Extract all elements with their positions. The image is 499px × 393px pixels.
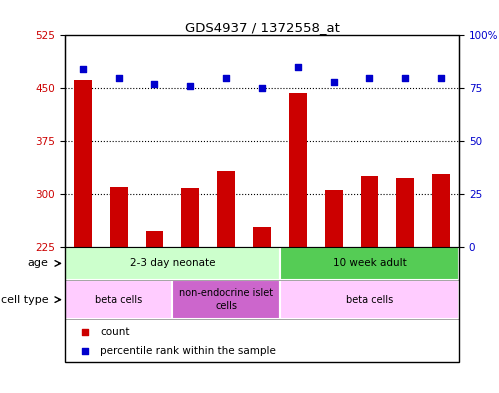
- Bar: [181, 188, 199, 247]
- Bar: [361, 176, 378, 247]
- Text: 2-3 day neonate: 2-3 day neonate: [130, 259, 215, 268]
- Bar: [146, 231, 164, 247]
- Text: percentile rank within the sample: percentile rank within the sample: [100, 346, 276, 356]
- Title: GDS4937 / 1372558_at: GDS4937 / 1372558_at: [185, 21, 339, 34]
- Point: [115, 75, 123, 81]
- Point: [79, 66, 87, 72]
- Bar: [110, 187, 128, 247]
- Point: [222, 75, 230, 81]
- Text: beta cells: beta cells: [95, 295, 142, 305]
- Point: [294, 64, 302, 70]
- Point: [258, 85, 266, 91]
- Point: [186, 83, 194, 89]
- Text: cell type: cell type: [1, 295, 49, 305]
- Bar: [253, 227, 271, 247]
- Point: [437, 75, 445, 81]
- Text: 10 week adult: 10 week adult: [333, 259, 406, 268]
- Bar: [280, 280, 459, 319]
- Bar: [172, 280, 280, 319]
- Text: beta cells: beta cells: [346, 295, 393, 305]
- Bar: [289, 93, 307, 247]
- Point: [80, 348, 89, 354]
- Bar: [65, 247, 280, 280]
- Bar: [74, 80, 92, 247]
- Bar: [396, 178, 414, 247]
- Point: [151, 81, 159, 87]
- Bar: [432, 174, 450, 247]
- Text: age: age: [28, 259, 49, 268]
- Point: [80, 329, 89, 335]
- Bar: [217, 171, 235, 247]
- Point: [401, 75, 409, 81]
- Point: [330, 79, 338, 85]
- Bar: [325, 191, 343, 247]
- Text: count: count: [100, 327, 130, 337]
- Text: non-endocrine islet
cells: non-endocrine islet cells: [179, 288, 273, 311]
- Bar: [65, 280, 172, 319]
- Bar: [280, 247, 459, 280]
- Point: [365, 75, 373, 81]
